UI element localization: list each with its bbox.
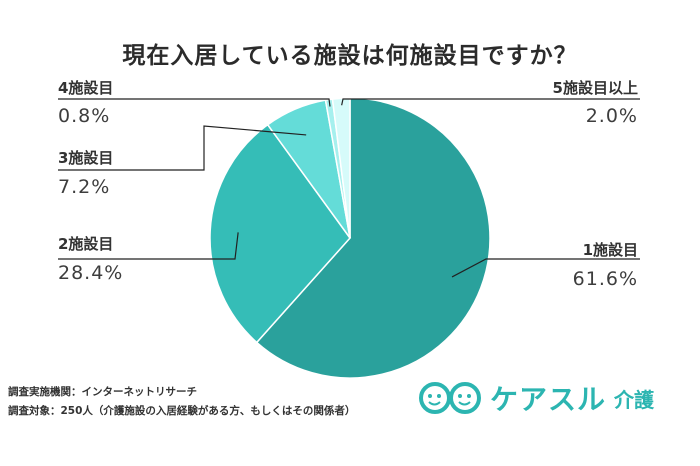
leader-line-5 (341, 98, 640, 106)
leader-line-4 (58, 98, 331, 107)
pie-slice-2 (209, 123, 351, 344)
leader-lines (58, 98, 640, 278)
slice-label-3: 3施設目 (58, 149, 113, 167)
slice-label-5: 5施設目以上 (553, 79, 638, 97)
leader-line-2 (58, 232, 239, 260)
slice-value-1: 61.6% (573, 268, 638, 290)
pie-slices (209, 97, 491, 379)
slice-value-4: 0.8% (58, 105, 110, 127)
brand-sub: 介護 (614, 387, 655, 412)
leader-line-3 (58, 125, 307, 171)
slice-label-1: 1施設目 (583, 241, 638, 259)
slice-value-3: 7.2% (58, 176, 110, 198)
pie-slice-5 (331, 97, 351, 239)
survey-organization: 調査実施機関：インターネットリサーチ (8, 386, 197, 398)
brand-name: ケアスル (490, 383, 607, 416)
leader-line-1 (451, 258, 640, 278)
slice-value-5: 2.0% (586, 105, 638, 127)
slice-label-2: 2施設目 (58, 235, 113, 253)
survey-target: 調査対象：250人（介護施設の入居経験がある方、もしくはその関係者） (8, 405, 356, 417)
slice-label-4: 4施設目 (58, 79, 113, 97)
chart-title: 現在入居している施設は何施設目ですか？ (122, 43, 578, 69)
slice-value-2: 28.4% (58, 262, 123, 284)
smile-faces-logo-icon (419, 382, 481, 414)
pie-slice-1 (255, 97, 491, 379)
brand-logo: ケアスル 介護 (418, 378, 654, 418)
slice-labels: 1施設目 61.6% 2施設目 28.4% 3施設目 7.2% 4施設目 0.8% 5施設目以上… (58, 79, 638, 290)
